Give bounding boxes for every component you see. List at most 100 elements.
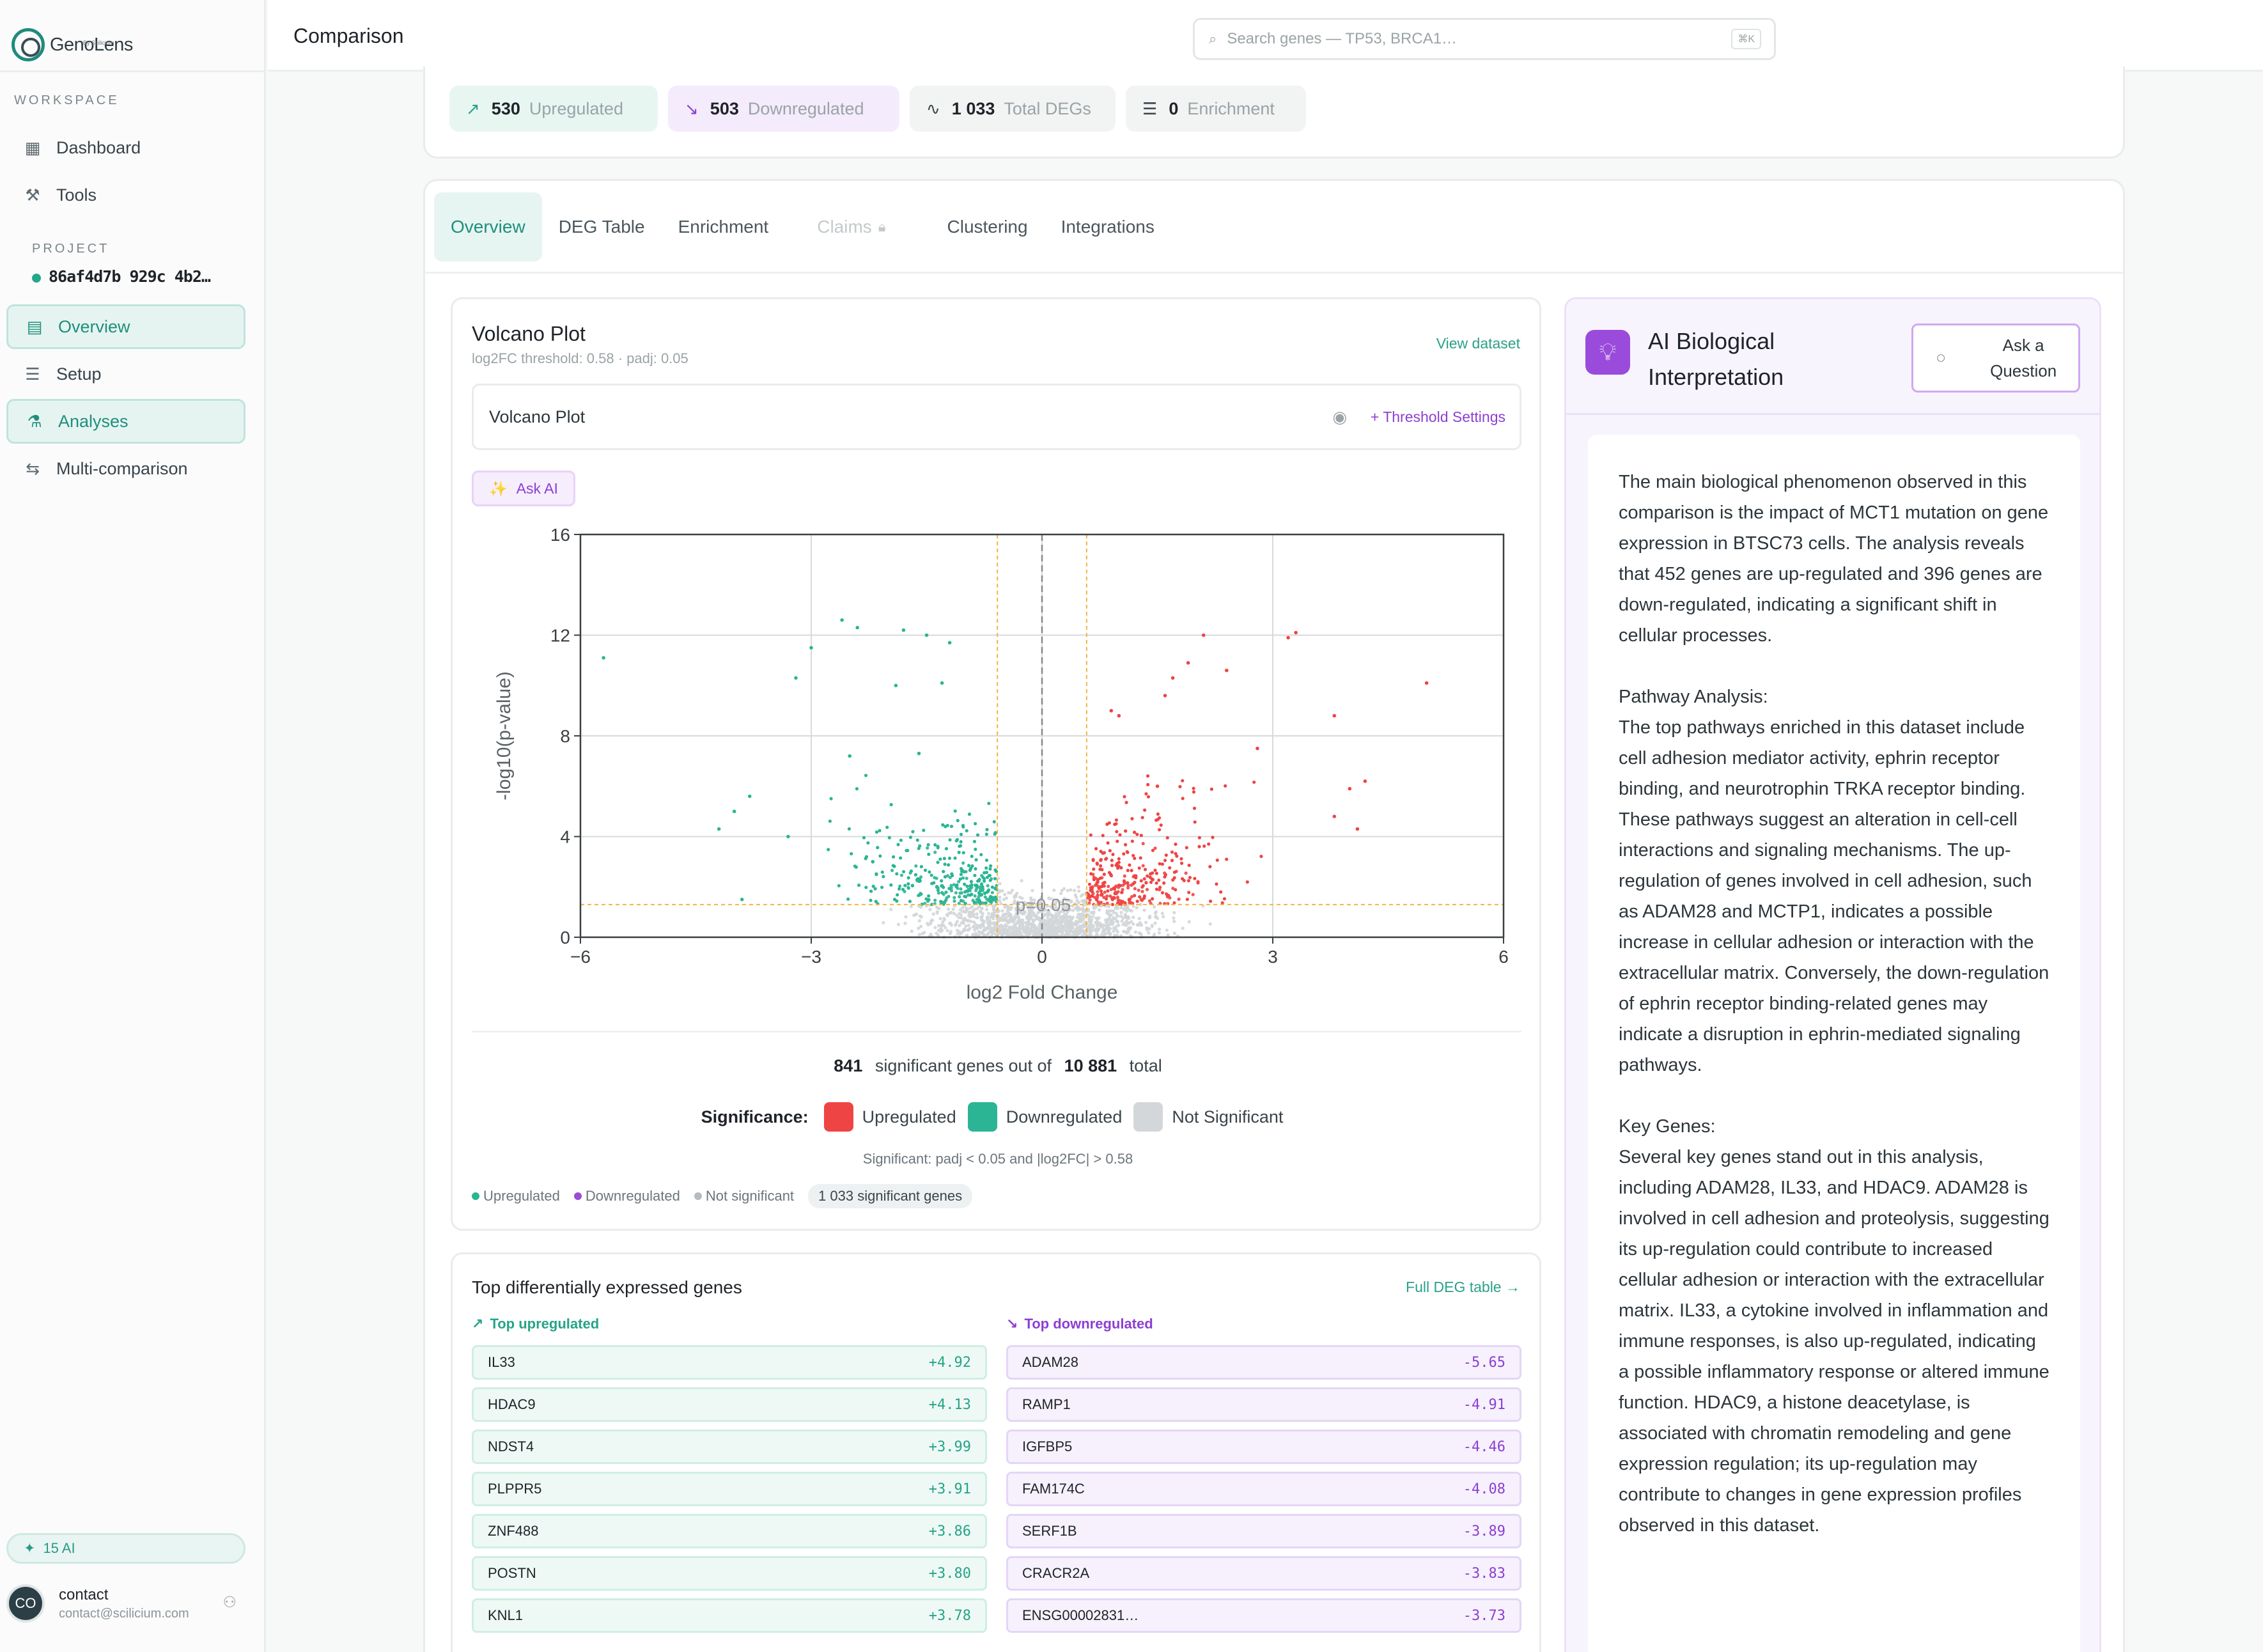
point-highlight bbox=[732, 809, 736, 813]
point-significant bbox=[1115, 830, 1119, 834]
sidebar-item-analyses[interactable]: ⚗ Analyses bbox=[6, 399, 245, 444]
stat-downregulated[interactable]: ↘ 503 Downregulated bbox=[668, 86, 899, 132]
gene-row-up[interactable]: IL33 +4.92 bbox=[472, 1345, 987, 1380]
point-background bbox=[1065, 926, 1069, 930]
gene-log2fc: -5.65 bbox=[1463, 1354, 1505, 1371]
sidebar-item-tools[interactable]: ⚒ Tools bbox=[6, 173, 245, 217]
point-background bbox=[1128, 908, 1132, 912]
ask-question-button[interactable]: ◌ Ask a Question bbox=[1911, 323, 2080, 393]
point-significant bbox=[1197, 836, 1201, 839]
point-background bbox=[949, 921, 953, 925]
point-significant bbox=[927, 852, 931, 856]
point-significant bbox=[1101, 881, 1106, 885]
point-background bbox=[1000, 889, 1004, 893]
sidebar-item-overview[interactable]: ▤ Overview bbox=[6, 304, 245, 349]
point-significant bbox=[1181, 877, 1185, 881]
gene-row-up[interactable]: ZNF488 +3.86 bbox=[472, 1514, 987, 1548]
point-significant bbox=[1119, 866, 1123, 869]
point-significant bbox=[1104, 897, 1108, 901]
gene-log2fc: -3.83 bbox=[1463, 1565, 1505, 1582]
gene-row-down[interactable]: IGFBP5 -4.46 bbox=[1006, 1430, 1521, 1464]
view-dataset-link[interactable]: View dataset bbox=[1436, 335, 1520, 352]
gene-row-down[interactable]: ADAM28 -5.65 bbox=[1006, 1345, 1521, 1380]
point-background bbox=[912, 914, 916, 917]
stat-upregulated[interactable]: ↗ 530 Upregulated bbox=[449, 86, 658, 132]
sidebar-item-multi-comparison[interactable]: ⇆ Multi-comparison bbox=[6, 446, 245, 491]
point-significant bbox=[1142, 894, 1146, 898]
gene-row-down[interactable]: SERF1B -3.89 bbox=[1006, 1514, 1521, 1548]
point-significant bbox=[1202, 844, 1206, 848]
sidebar-item-dashboard[interactable]: ▦ Dashboard bbox=[6, 125, 245, 170]
point-background bbox=[957, 916, 961, 919]
point-background bbox=[1142, 908, 1146, 912]
mini-legend-label: Downregulated bbox=[585, 1188, 680, 1204]
point-significant bbox=[1259, 854, 1263, 859]
gene-row-up[interactable]: PLPPR5 +3.91 bbox=[472, 1472, 987, 1506]
point-significant bbox=[1168, 866, 1172, 870]
trend-down-icon: ↘ bbox=[685, 98, 699, 118]
point-significant bbox=[1175, 854, 1179, 858]
gene-symbol: SERF1B bbox=[1022, 1523, 1077, 1539]
point-background bbox=[1059, 919, 1064, 923]
tab-integrations[interactable]: Integrations bbox=[1061, 217, 1155, 237]
tab-overview[interactable]: Overview bbox=[434, 192, 542, 261]
gene-row-up[interactable]: KNL1 +3.78 bbox=[472, 1598, 987, 1633]
point-significant bbox=[1101, 834, 1105, 838]
tab-clustering[interactable]: Clustering bbox=[947, 217, 1028, 237]
legend-item-downregulated[interactable]: Downregulated bbox=[967, 1102, 1122, 1132]
point-background bbox=[1023, 910, 1027, 914]
point-significant bbox=[1167, 894, 1170, 898]
gene-row-down[interactable]: CRACR2A -3.83 bbox=[1006, 1556, 1521, 1591]
point-background bbox=[1115, 919, 1119, 923]
user-profile[interactable]: CO contact contact@scilicium.com ⚇ bbox=[6, 1578, 256, 1629]
point-significant bbox=[974, 858, 978, 862]
point-significant bbox=[1141, 884, 1145, 888]
point-significant bbox=[976, 833, 980, 837]
point-background bbox=[1013, 895, 1016, 899]
volcano-plot[interactable]: p=0.05 −6 −3 0 3 6 0 4 8 12 16 log2 Fold Change -log… bbox=[478, 515, 1527, 1014]
user-icon[interactable]: ⚇ bbox=[222, 1594, 237, 1611]
point-background bbox=[1133, 887, 1137, 891]
point-highlight bbox=[1201, 633, 1206, 637]
point-background bbox=[1076, 926, 1080, 930]
lock-icon: 🔒︎ bbox=[878, 219, 886, 235]
sidebar-item-setup[interactable]: ☰ Setup bbox=[6, 352, 245, 396]
point-significant bbox=[979, 892, 983, 896]
gene-row-up[interactable]: NDST4 +3.99 bbox=[472, 1430, 987, 1464]
ask-ai-button[interactable]: ✨ Ask AI bbox=[472, 471, 575, 506]
full-deg-table-link[interactable]: Full DEG table → bbox=[1406, 1279, 1520, 1295]
point-background bbox=[1081, 892, 1085, 896]
trend-up-icon: ↗ bbox=[466, 98, 480, 118]
point-background bbox=[947, 911, 951, 916]
point-significant bbox=[963, 901, 967, 905]
legend-item-upregulated[interactable]: Upregulated bbox=[823, 1102, 956, 1132]
tab-enrichment[interactable]: Enrichment bbox=[678, 217, 769, 237]
threshold-settings-button[interactable]: + Threshold Settings bbox=[1370, 409, 1505, 425]
point-background bbox=[938, 917, 942, 921]
gene-symbol: FAM174C bbox=[1022, 1481, 1085, 1497]
tab-deg-table[interactable]: DEG Table bbox=[558, 217, 645, 237]
point-significant bbox=[929, 873, 933, 877]
gene-row-up[interactable]: POSTN +3.80 bbox=[472, 1556, 987, 1591]
point-significant bbox=[963, 894, 967, 898]
stat-total-degs[interactable]: ∿ 1 033 Total DEGs bbox=[910, 86, 1116, 132]
legend-item-not-significant[interactable]: Not Significant bbox=[1133, 1102, 1283, 1132]
point-background bbox=[933, 850, 937, 854]
gene-row-down[interactable]: RAMP1 -4.91 bbox=[1006, 1387, 1521, 1422]
point-significant bbox=[1193, 877, 1197, 880]
gene-row-down[interactable]: FAM174C -4.08 bbox=[1006, 1472, 1521, 1506]
ai-credits-chip[interactable]: ✦ 15 AI bbox=[6, 1533, 245, 1564]
eye-icon[interactable]: ◉ bbox=[1332, 407, 1347, 426]
stat-enrichment[interactable]: ☰ 0 Enrichment bbox=[1126, 86, 1306, 132]
gene-row-up[interactable]: HDAC9 +4.13 bbox=[472, 1387, 987, 1422]
gene-row-down[interactable]: ENSG00002831… -3.73 bbox=[1006, 1598, 1521, 1633]
project-id[interactable]: 86af4d7b 929c 4b2… bbox=[49, 267, 211, 286]
point-significant bbox=[847, 827, 851, 831]
point-significant bbox=[1122, 879, 1126, 883]
point-significant bbox=[933, 843, 937, 847]
gene-search-input[interactable]: ⌕ Search genes — TP53, BRCA1… ⌘K bbox=[1193, 18, 1776, 60]
point-background bbox=[1165, 928, 1169, 932]
point-significant bbox=[1207, 842, 1211, 846]
logo[interactable]: GenoLens bbox=[12, 19, 133, 70]
point-background bbox=[985, 903, 989, 908]
